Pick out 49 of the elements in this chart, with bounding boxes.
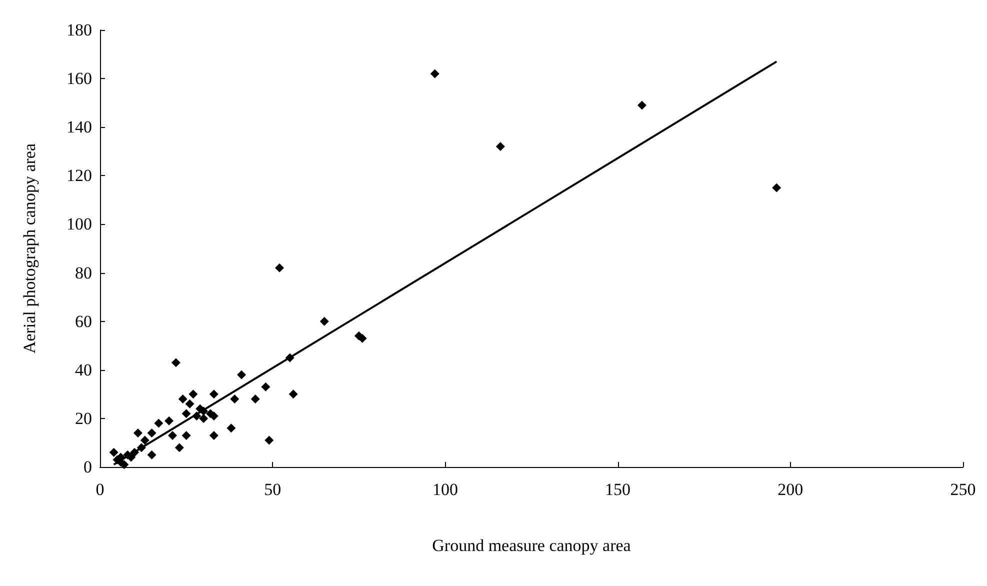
point bbox=[182, 409, 191, 418]
y-tick-label: 40 bbox=[75, 360, 92, 380]
x-tick-label: 50 bbox=[264, 480, 282, 499]
point bbox=[154, 418, 164, 428]
y-tick-label: 100 bbox=[66, 214, 92, 234]
x-tick-label: 100 bbox=[432, 480, 458, 499]
y-axis-title: Aerial photograph canopy area bbox=[20, 143, 39, 354]
y-tick-label: 60 bbox=[75, 312, 92, 331]
point bbox=[147, 450, 156, 460]
y-tick-label: 160 bbox=[66, 69, 92, 88]
y-tick-label: 20 bbox=[75, 408, 92, 428]
point bbox=[226, 424, 236, 433]
point bbox=[171, 358, 180, 368]
point bbox=[261, 382, 270, 392]
point bbox=[275, 263, 284, 272]
point bbox=[178, 394, 188, 404]
point bbox=[188, 390, 198, 399]
x-tick-label: 200 bbox=[778, 480, 804, 499]
point bbox=[147, 428, 156, 438]
point bbox=[637, 100, 646, 110]
point bbox=[237, 370, 246, 380]
x-tick-label: 150 bbox=[605, 480, 631, 499]
point bbox=[185, 399, 194, 408]
point bbox=[250, 394, 260, 404]
y-tick-label: 120 bbox=[66, 166, 92, 186]
y-tick-label: 0 bbox=[84, 458, 92, 476]
point bbox=[209, 390, 218, 399]
point bbox=[199, 414, 208, 423]
point bbox=[772, 183, 782, 192]
point bbox=[174, 443, 184, 452]
point bbox=[168, 430, 177, 440]
point bbox=[109, 448, 118, 457]
point bbox=[230, 394, 240, 404]
point bbox=[209, 430, 218, 440]
point bbox=[288, 390, 298, 399]
point bbox=[182, 430, 191, 440]
y-tick-label: 180 bbox=[66, 20, 92, 40]
point bbox=[430, 69, 440, 78]
x-axis-title: Ground measure canopy area bbox=[432, 536, 632, 555]
point bbox=[133, 428, 142, 438]
point bbox=[264, 436, 274, 445]
point bbox=[140, 436, 150, 445]
x-tick-label: 0 bbox=[96, 480, 104, 499]
point bbox=[320, 316, 329, 326]
x-tick-label: 250 bbox=[950, 480, 976, 499]
point bbox=[164, 416, 174, 426]
y-tick-label: 140 bbox=[66, 118, 92, 137]
y-tick-label: 80 bbox=[75, 263, 92, 282]
point bbox=[496, 142, 505, 152]
